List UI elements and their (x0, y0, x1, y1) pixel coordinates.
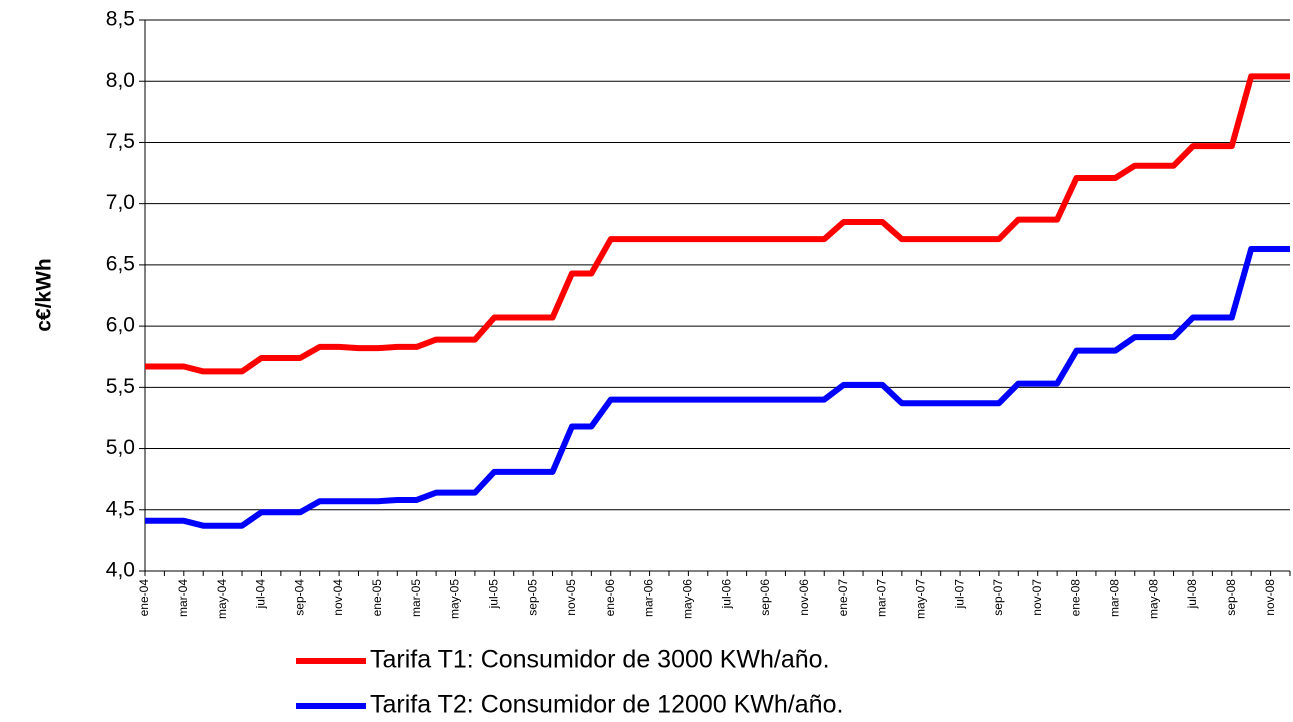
y-tick-label: 6,5 (106, 252, 135, 275)
x-tick-label: ene-05 (370, 579, 384, 617)
y-tick-label: 8,0 (106, 69, 135, 92)
y-tick-label: 7,0 (106, 191, 135, 214)
x-tick-label: may-05 (448, 579, 462, 619)
x-tick-label: jul-08 (1185, 579, 1199, 610)
x-tick-label: ene-04 (137, 579, 151, 617)
x-tick-label: nov-06 (797, 579, 811, 616)
x-tick-label: sep-07 (991, 579, 1005, 616)
x-tick-label: mar-06 (642, 579, 656, 617)
x-tick-label: nov-04 (331, 579, 345, 616)
x-tick-label: nov-08 (1263, 579, 1277, 616)
y-tick-label: 5,0 (106, 436, 135, 459)
x-tick-label: jul-04 (254, 579, 268, 610)
x-tick-label: mar-04 (176, 579, 190, 617)
x-tick-label: mar-07 (875, 579, 889, 617)
y-tick-label: 6,0 (106, 314, 135, 337)
x-tick-label: ene-07 (836, 579, 850, 617)
series-line (145, 245, 1290, 529)
legend-label: Tarifa T2: Consumidor de 12000 KWh/año. (370, 691, 843, 719)
x-tick-label: nov-07 (1030, 579, 1044, 616)
x-tick-label: may-04 (215, 579, 229, 619)
x-tick-label: jul-05 (486, 579, 500, 610)
y-axis-label: c€/kWh (33, 258, 56, 332)
y-tick-label: 4,0 (106, 559, 135, 582)
x-tick-label: jul-07 (952, 579, 966, 610)
y-tick-label: 5,5 (106, 375, 135, 398)
legend-label: Tarifa T1: Consumidor de 3000 KWh/año. (370, 646, 830, 674)
x-tick-label: ene-08 (1069, 579, 1083, 617)
x-tick-label: may-08 (1146, 579, 1160, 619)
x-tick-label: mar-05 (409, 579, 423, 617)
x-tick-label: sep-06 (758, 579, 772, 616)
y-tick-label: 4,5 (106, 497, 135, 520)
x-tick-label: sep-04 (292, 579, 306, 616)
x-tick-label: jul-06 (719, 579, 733, 610)
x-tick-label: may-06 (681, 579, 695, 619)
x-tick-label: mar-08 (1108, 579, 1122, 617)
x-tick-label: may-07 (913, 579, 927, 619)
x-tick-label: nov-05 (564, 579, 578, 616)
x-tick-label: sep-08 (1224, 579, 1238, 616)
x-tick-label: ene-06 (603, 579, 617, 617)
y-tick-label: 7,5 (106, 130, 135, 153)
series-line (145, 73, 1290, 375)
y-tick-label: 8,5 (106, 8, 135, 31)
x-tick-label: sep-05 (525, 579, 539, 616)
